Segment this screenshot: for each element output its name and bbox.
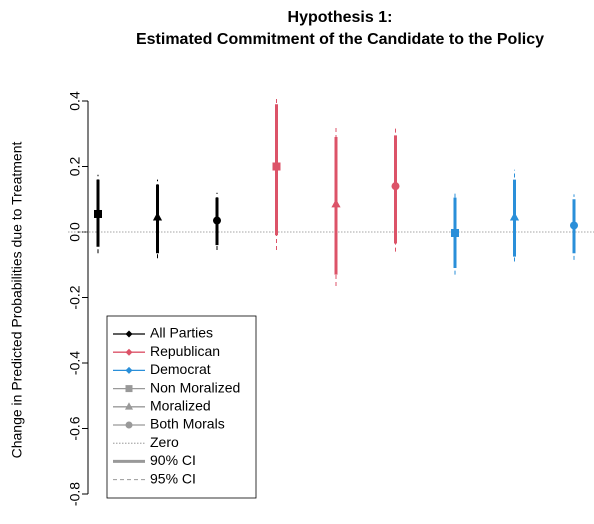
y-tick-label: -0.6	[67, 416, 83, 440]
legend-label: All Parties	[150, 325, 213, 341]
legend-label: Republican	[150, 343, 220, 359]
y-axis-label: Change in Predicted Probabilities due to…	[9, 142, 25, 459]
chart-subtitle: Estimated Commitment of the Candidate to…	[136, 31, 544, 48]
legend-marker	[125, 421, 133, 429]
point	[451, 228, 459, 237]
legend-label: 95% CI	[150, 470, 196, 486]
legend-label: Both Morals	[150, 416, 225, 432]
y-tick-label: 0.2	[67, 157, 83, 177]
legend-label: 90% CI	[150, 452, 196, 468]
legend-marker	[124, 402, 134, 410]
point	[331, 198, 341, 208]
legend-label: Democrat	[150, 361, 211, 377]
point	[570, 221, 578, 230]
legend-box	[106, 315, 257, 499]
y-tick-label: -0.4	[67, 351, 83, 375]
legend-label: Non Moralized	[150, 379, 240, 395]
point	[152, 212, 163, 221]
legend-label: Zero	[150, 434, 179, 450]
y-tick-label: -0.8	[67, 482, 83, 506]
legend-marker	[125, 330, 133, 338]
point	[391, 182, 400, 191]
legend-marker	[125, 366, 133, 374]
legend-marker	[125, 385, 133, 393]
point	[509, 212, 520, 221]
point	[213, 216, 221, 225]
chart-title: Hypothesis 1:	[288, 9, 393, 26]
legend-label: Moralized	[150, 398, 211, 414]
point	[94, 209, 102, 218]
y-tick-label: -0.2	[67, 285, 83, 309]
y-tick-label: 0.4	[67, 91, 83, 111]
point	[272, 162, 281, 171]
legend-marker	[125, 348, 133, 356]
